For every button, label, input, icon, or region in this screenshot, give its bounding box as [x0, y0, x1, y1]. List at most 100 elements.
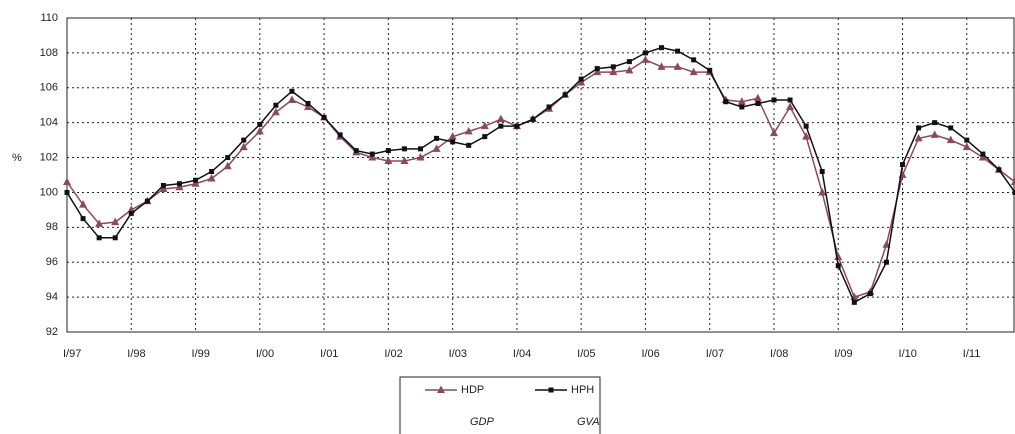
point: [496, 114, 505, 123]
point: [273, 102, 279, 108]
point: [771, 97, 777, 103]
point: [434, 135, 440, 141]
point: [448, 132, 457, 140]
point: [835, 263, 841, 269]
point: [819, 169, 825, 175]
x-tick-label: I/06: [641, 348, 659, 360]
point: [562, 92, 568, 98]
legend-note: GDP: [470, 416, 495, 428]
x-tick-label: I/02: [384, 348, 402, 360]
point: [175, 182, 184, 191]
y-tick-label: 106: [40, 82, 58, 94]
point: [159, 184, 168, 192]
x-tick-label: I/08: [770, 348, 788, 360]
point: [384, 156, 393, 165]
point: [450, 139, 456, 145]
point: [176, 181, 182, 187]
point: [79, 200, 88, 208]
legend-label: HDP: [461, 384, 484, 396]
point: [900, 162, 906, 168]
point: [385, 148, 391, 154]
point: [401, 146, 407, 152]
point: [304, 102, 313, 110]
point: [707, 67, 713, 73]
point: [257, 121, 263, 127]
point: [416, 153, 425, 161]
point: [673, 62, 682, 70]
x-tick-label: I/99: [192, 348, 210, 360]
point: [209, 169, 215, 175]
point: [932, 120, 938, 126]
x-tick-label: I/00: [256, 348, 274, 360]
x-tick-label: I/10: [899, 348, 917, 360]
point: [659, 45, 665, 51]
point: [514, 123, 520, 129]
point: [883, 259, 889, 265]
x-tick-label: I/09: [834, 348, 852, 360]
x-tick-label: I/97: [63, 348, 81, 360]
point: [787, 97, 793, 103]
point: [530, 116, 536, 122]
point: [769, 128, 778, 137]
point: [239, 142, 248, 151]
point: [851, 299, 857, 305]
point: [241, 137, 247, 143]
y-tick-label: 100: [40, 186, 58, 198]
point: [546, 104, 552, 110]
point: [996, 167, 1002, 173]
point: [642, 50, 648, 56]
point: [80, 216, 86, 222]
x-tick-label: I/11: [963, 348, 981, 360]
point: [289, 88, 295, 94]
point: [980, 151, 986, 157]
legend-label: HPH: [571, 384, 594, 396]
point: [480, 121, 489, 130]
legend-marker: [437, 385, 445, 393]
y-tick-label: 96: [46, 256, 58, 268]
point: [144, 198, 150, 204]
point: [466, 142, 472, 148]
point: [962, 142, 971, 151]
point: [482, 134, 488, 140]
point: [191, 179, 200, 187]
point: [964, 137, 970, 143]
point: [369, 151, 375, 157]
point: [610, 64, 616, 70]
y-tick-label: 102: [40, 151, 58, 163]
point: [464, 126, 473, 135]
point: [432, 144, 441, 152]
point: [689, 67, 698, 76]
y-tick-label: 92: [46, 326, 58, 338]
point: [255, 126, 264, 135]
point: [739, 104, 745, 110]
y-axis-label: %: [12, 152, 22, 164]
point: [498, 123, 504, 129]
y-tick-label: 108: [40, 47, 58, 59]
point: [948, 125, 954, 131]
x-tick-label: I/98: [127, 348, 145, 360]
point: [786, 102, 795, 110]
y-tick-label: 110: [40, 12, 58, 24]
x-tick-label: I/07: [706, 348, 724, 360]
x-tick-label: I/01: [320, 348, 338, 360]
series-line: [66, 46, 1015, 304]
point: [802, 132, 811, 140]
point: [193, 177, 199, 183]
point: [577, 78, 586, 86]
legend-marker: [548, 387, 554, 393]
point: [737, 97, 746, 105]
plot-frame: [66, 17, 1015, 333]
y-tick-label: 98: [46, 221, 58, 233]
legend-box: [399, 376, 601, 434]
point: [207, 173, 216, 182]
point: [1011, 177, 1015, 185]
point: [64, 189, 70, 195]
point: [916, 125, 922, 131]
point: [594, 66, 600, 72]
x-tick-label: I/04: [513, 348, 531, 360]
x-tick-label: I/05: [577, 348, 595, 360]
point: [723, 99, 729, 105]
point: [112, 235, 118, 241]
